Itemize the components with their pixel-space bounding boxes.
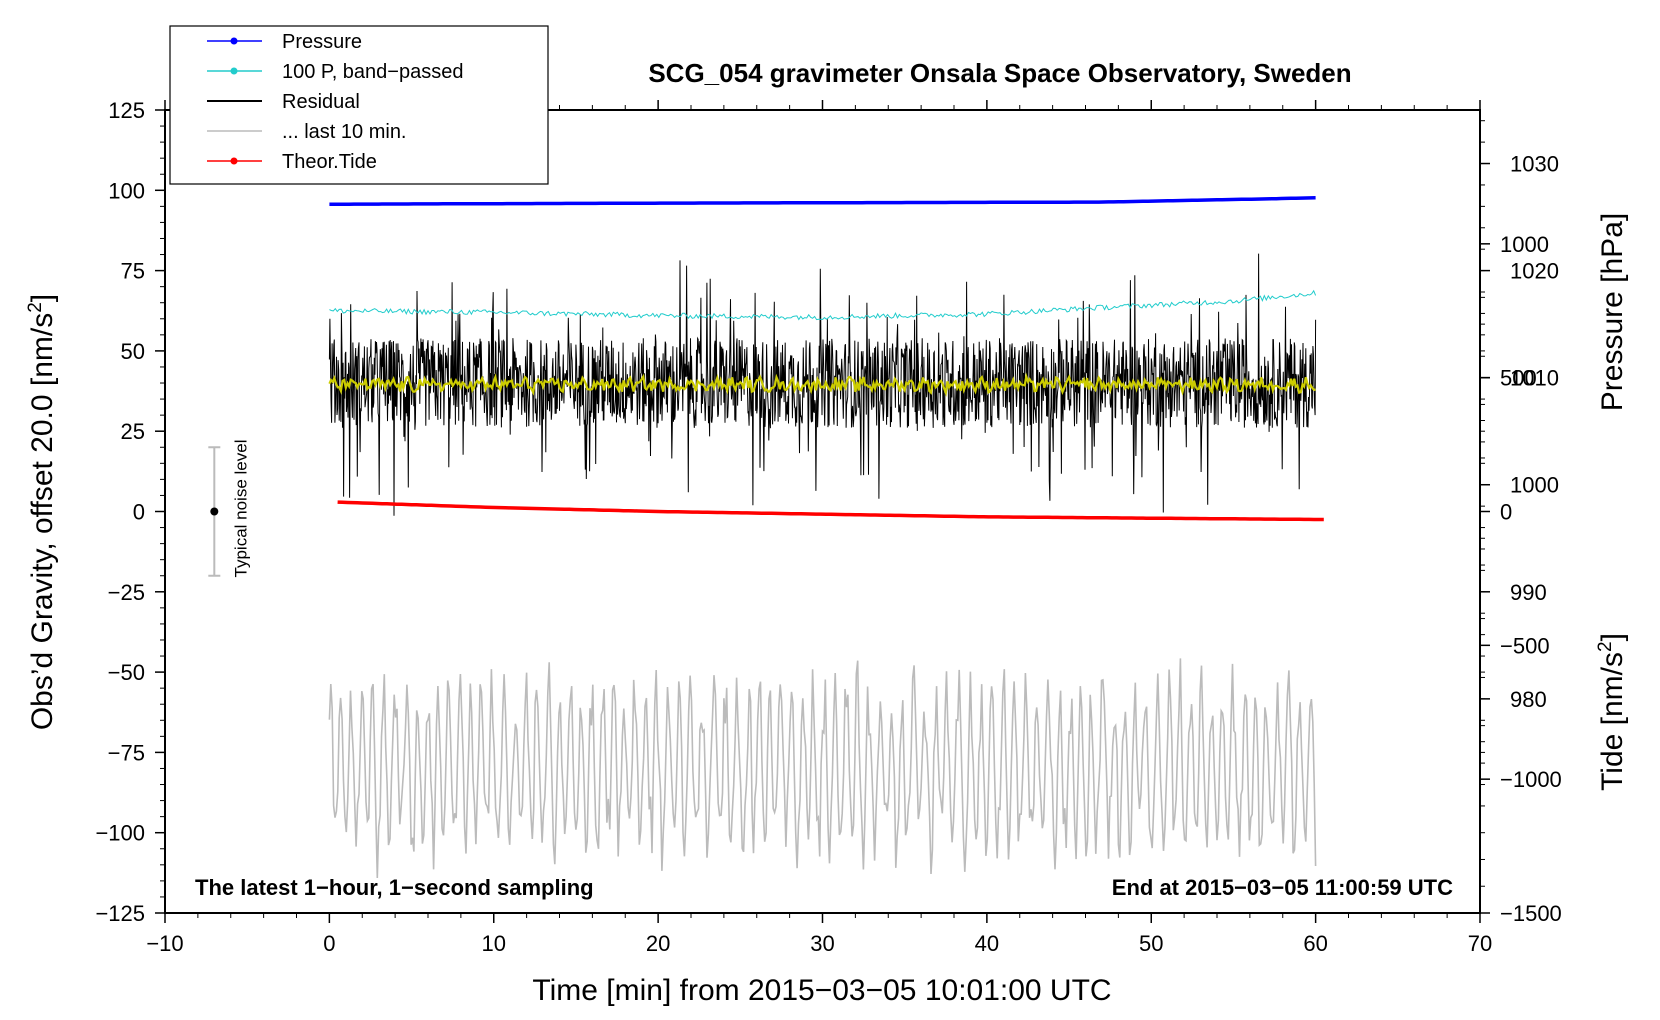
legend-marker <box>230 67 238 75</box>
y-axis-tide-title: Tide [nm/s2] <box>1595 633 1629 791</box>
x-tick-label: 30 <box>810 931 834 956</box>
residual-smoothed-line <box>328 372 1316 397</box>
x-tick-label: 60 <box>1303 931 1327 956</box>
residual-line <box>328 253 1317 516</box>
band-passed-pressure-series <box>329 289 1317 321</box>
y-left-tick-label: −100 <box>95 821 145 846</box>
y-axis-left: 125 100 75 50 25 0 −25 −50 −75 −100 −125 <box>95 98 165 926</box>
y-left-tick-label: 75 <box>121 259 145 284</box>
y-axis-tide: 1000 500 0 −500 −1000 −1500 <box>1480 232 1562 926</box>
y-axis-pressure: 1030 1020 1010 1000 990 980 <box>1480 120 1559 786</box>
pressure-line <box>329 196 1316 206</box>
band-passed-line <box>329 289 1317 321</box>
y-left-tick-label: −75 <box>108 740 145 765</box>
x-tick-label: 50 <box>1139 931 1163 956</box>
noise-bar-center-dot <box>210 507 219 516</box>
theoretical-tide-series <box>337 500 1324 522</box>
residual-smoothed-series <box>328 372 1316 397</box>
legend-label: 100 P, band−passed <box>282 61 463 83</box>
y-pressure-tick-label: 1020 <box>1510 259 1559 284</box>
x-axis: −10 0 10 20 30 40 50 60 70 <box>146 100 1492 956</box>
y-tide-tick-label: −1500 <box>1500 901 1562 926</box>
end-time-note: End at 2015−03−05 11:00:59 UTC <box>1112 875 1453 900</box>
y-left-tick-label: 100 <box>108 178 145 203</box>
residual-series <box>328 253 1317 516</box>
x-tick-label: −10 <box>146 931 183 956</box>
legend: Pressure 100 P, band−passed Residual ... la… <box>169 25 549 185</box>
legend-label: Theor.Tide <box>282 151 377 173</box>
x-tick-label: 70 <box>1468 931 1492 956</box>
tide-line <box>337 500 1324 522</box>
y-pressure-tick-label: 1010 <box>1510 366 1559 391</box>
y-pressure-tick-label: 990 <box>1510 580 1547 605</box>
sampling-note: The latest 1−hour, 1−second sampling <box>195 875 594 900</box>
x-tick-label: 10 <box>482 931 506 956</box>
x-tick-label: 0 <box>323 931 335 956</box>
plot-frame <box>164 109 1481 914</box>
chart-title: SCG_054 gravimeter Onsala Space Observat… <box>648 58 1351 88</box>
y-left-tick-label: 125 <box>108 98 145 123</box>
legend-marker <box>230 37 238 45</box>
pressure-series <box>329 196 1316 206</box>
noise-level-label: Typical noise level <box>231 440 250 578</box>
y-tide-tick-label: 500 <box>1500 366 1537 391</box>
y-pressure-tick-label: 1000 <box>1510 473 1559 498</box>
x-axis-title: Time [min] from 2015−03−05 10:01:00 UTC <box>532 974 1111 1007</box>
last-10-min-line <box>328 658 1317 879</box>
y-left-tick-label: 50 <box>121 339 145 364</box>
y-pressure-tick-label: 1030 <box>1510 152 1559 177</box>
noise-level-indicator: Typical noise level <box>208 440 250 578</box>
x-tick-label: 20 <box>646 931 670 956</box>
y-left-tick-label: −125 <box>95 901 145 926</box>
y-tide-tick-label: 0 <box>1500 500 1512 525</box>
legend-marker <box>230 157 238 165</box>
last-10-min-series <box>328 658 1317 879</box>
y-left-tick-label: −25 <box>108 580 145 605</box>
legend-label: ... last 10 min. <box>282 121 407 143</box>
y-axis-pressure-title: Pressure [hPa] <box>1596 213 1629 411</box>
y-pressure-tick-label: 980 <box>1510 687 1547 712</box>
y-tide-tick-label: −500 <box>1500 633 1550 658</box>
legend-label: Pressure <box>282 31 362 53</box>
legend-label: Residual <box>282 91 360 113</box>
y-tide-tick-label: −1000 <box>1500 767 1562 792</box>
y-left-tick-label: 0 <box>133 500 145 525</box>
y-axis-left-title: Obs’d Gravity, offset 20.0 [nm/s2] <box>25 294 59 730</box>
y-left-tick-label: 25 <box>121 419 145 444</box>
x-tick-label: 40 <box>975 931 999 956</box>
y-left-tick-label: −50 <box>108 660 145 685</box>
y-tide-tick-label: 1000 <box>1500 232 1549 257</box>
